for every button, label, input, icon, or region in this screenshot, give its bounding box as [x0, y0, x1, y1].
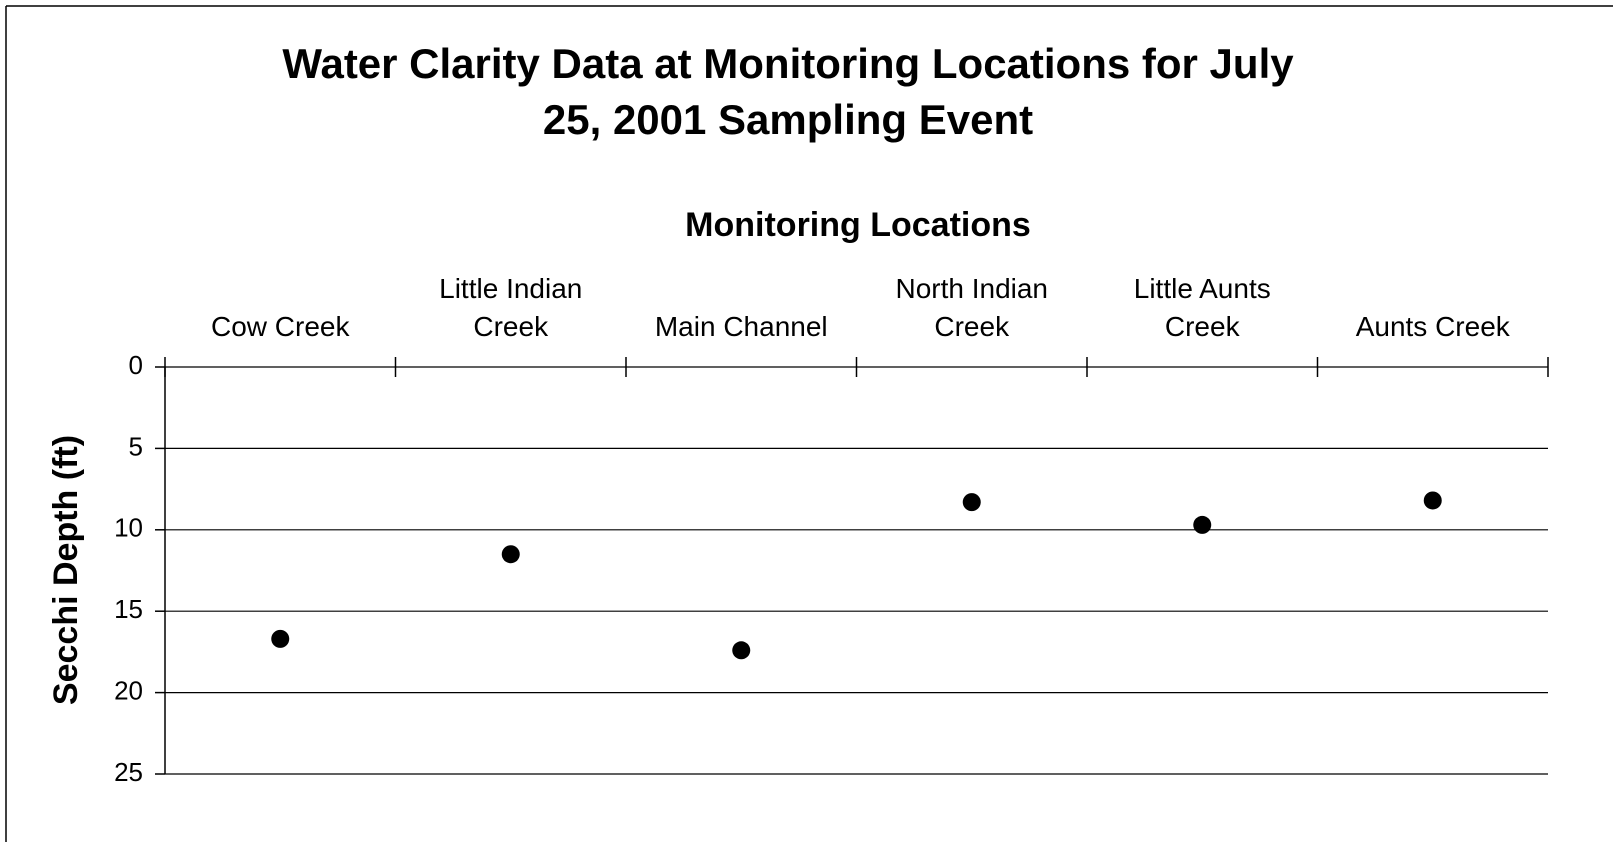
- point: [501, 545, 520, 564]
- point: [1423, 491, 1442, 510]
- y-tick-label: 25: [114, 757, 143, 787]
- y-tick-label: 20: [114, 675, 143, 705]
- x-tick-label: Cow Creek: [211, 311, 350, 342]
- x-tick-label: Little Indian Creek: [439, 273, 583, 342]
- y-tick-label: 5: [129, 431, 143, 461]
- y-tick-label: 10: [114, 513, 143, 543]
- y-tick-label: 15: [114, 594, 143, 624]
- x-tick-label: Main Channel: [654, 311, 828, 342]
- x-tick-label: North Indian Creek: [895, 273, 1049, 342]
- y-tick-label: 0: [129, 350, 143, 380]
- point: [271, 629, 290, 648]
- x-tick-label: Little Aunts Creek: [1133, 273, 1271, 342]
- x-axis-label: Monitoring Locations: [685, 206, 1031, 244]
- point: [1193, 515, 1212, 534]
- point: [962, 493, 981, 512]
- chart-title: Water Clarity Data at Monitoring Locatio…: [282, 40, 1294, 143]
- point: [732, 641, 751, 660]
- x-tick-label: Aunts Creek: [1355, 311, 1510, 342]
- y-axis-label: Secchi Depth (ft): [47, 435, 85, 705]
